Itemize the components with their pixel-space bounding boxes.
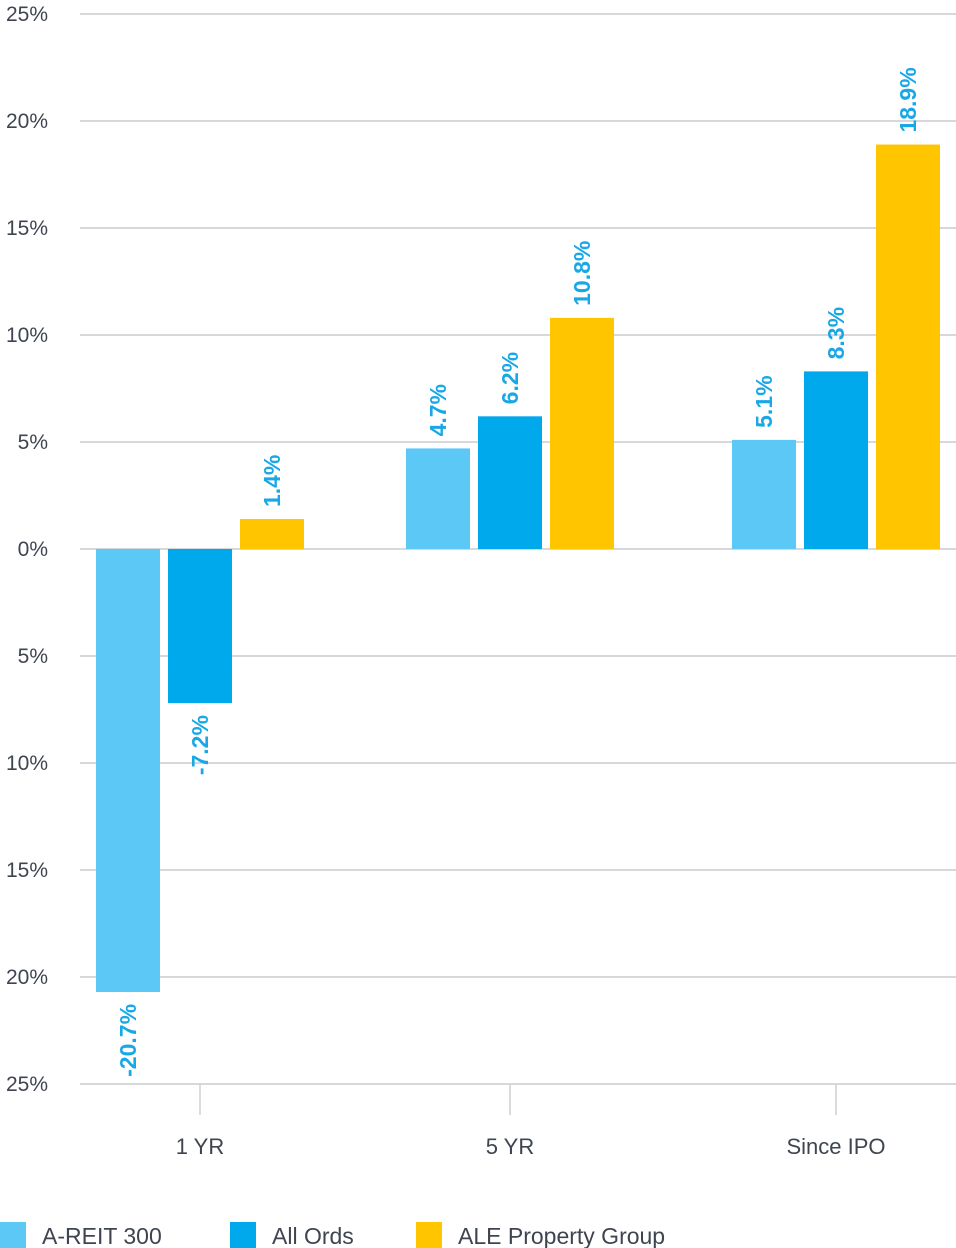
- y-tick-label: 25%: [6, 1073, 48, 1096]
- data-labels: -20.7% -7.2% 1.4% 4.7% 6.2% 10.8% 5.1% 8.3% 18.9…: [115, 67, 921, 1077]
- bar: [168, 549, 232, 704]
- legend-label: ALE Property Group: [458, 1223, 665, 1248]
- bar: [732, 439, 796, 549]
- bar: [804, 371, 868, 549]
- legend-label: All Ords: [272, 1223, 354, 1248]
- x-tick-label: 5 YR: [486, 1134, 535, 1159]
- data-label: 1.4%: [259, 455, 285, 507]
- data-label: 6.2%: [497, 352, 523, 404]
- bar: [550, 317, 614, 549]
- y-tick-label: 25%: [6, 3, 48, 26]
- data-label: 8.3%: [823, 307, 849, 359]
- bar: [96, 549, 160, 992]
- x-tick-label: Since IPO: [786, 1134, 885, 1159]
- bar: [876, 144, 940, 550]
- y-tick-label: 10%: [6, 752, 48, 775]
- y-tick-label: 5%: [18, 645, 48, 668]
- y-tick-label: 15%: [6, 859, 48, 882]
- y-tick-label: 10%: [6, 324, 48, 347]
- data-label: 10.8%: [569, 241, 595, 306]
- legend-label: A-REIT 300: [42, 1223, 162, 1248]
- y-tick-label: 20%: [6, 110, 48, 133]
- bar: [240, 519, 304, 549]
- data-label: -7.2%: [187, 715, 213, 775]
- data-label: 18.9%: [895, 67, 921, 132]
- x-axis: 1 YR 5 YR Since IPO: [176, 1084, 886, 1159]
- y-tick-label: 20%: [6, 966, 48, 989]
- bar: [478, 416, 542, 549]
- y-axis-ticks: 25% 20% 15% 10% 5% 0% 5% 10% 15% 20% 25%: [6, 3, 48, 1096]
- y-tick-label: 15%: [6, 217, 48, 240]
- x-tick-label: 1 YR: [176, 1134, 225, 1159]
- y-tick-label: 0%: [18, 538, 48, 561]
- y-tick-label: 5%: [18, 431, 48, 454]
- bar: [406, 448, 470, 549]
- bars: [96, 144, 940, 992]
- legend-swatch: [416, 1222, 442, 1248]
- data-label: -20.7%: [115, 1004, 141, 1077]
- legend-swatch: [230, 1222, 256, 1248]
- data-label: 5.1%: [751, 375, 777, 427]
- legend-swatch: [0, 1222, 26, 1248]
- data-label: 4.7%: [425, 384, 451, 436]
- legend: A-REIT 300 All Ords ALE Property Group: [0, 1222, 665, 1248]
